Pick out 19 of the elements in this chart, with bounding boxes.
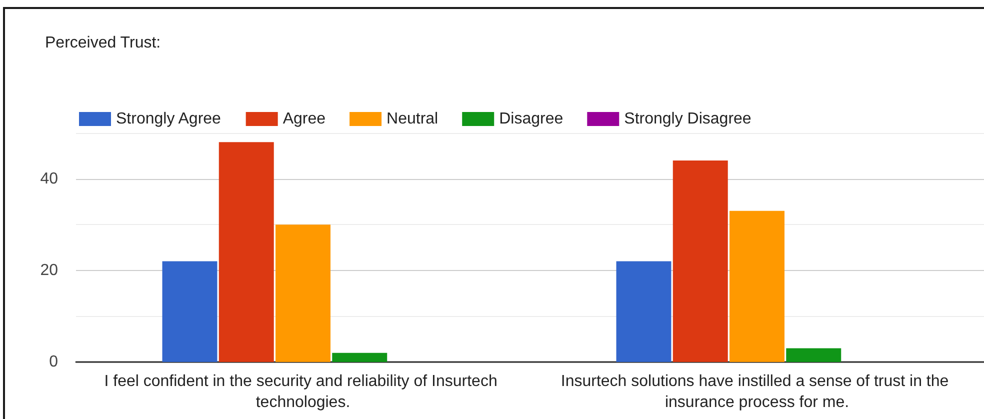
legend-label: Strongly Agree — [116, 110, 222, 128]
bar — [218, 142, 274, 362]
bar — [276, 224, 330, 362]
bar — [672, 160, 728, 362]
bar — [730, 210, 784, 362]
x-tick-label: I feel confident in the security and reliability of Insurtech technologies. — [104, 373, 502, 411]
x-tick-label: Insurtech solutions have instilled a sense of trust in the insurance process for me. — [560, 373, 954, 411]
y-tick-label: 20 — [40, 262, 58, 279]
bar — [786, 348, 842, 362]
chart-title: Perceived Trust: — [45, 34, 161, 52]
bar — [162, 261, 218, 362]
y-tick-label: 0 — [49, 354, 58, 370]
bar — [332, 352, 388, 362]
bar — [616, 261, 672, 362]
y-tick-label: 40 — [40, 170, 58, 188]
legend-label: Strongly Disagree — [624, 110, 752, 128]
legend-label: Disagree — [499, 110, 564, 128]
legend-label: Agree — [282, 110, 326, 128]
legend-label: Neutral — [386, 110, 438, 128]
